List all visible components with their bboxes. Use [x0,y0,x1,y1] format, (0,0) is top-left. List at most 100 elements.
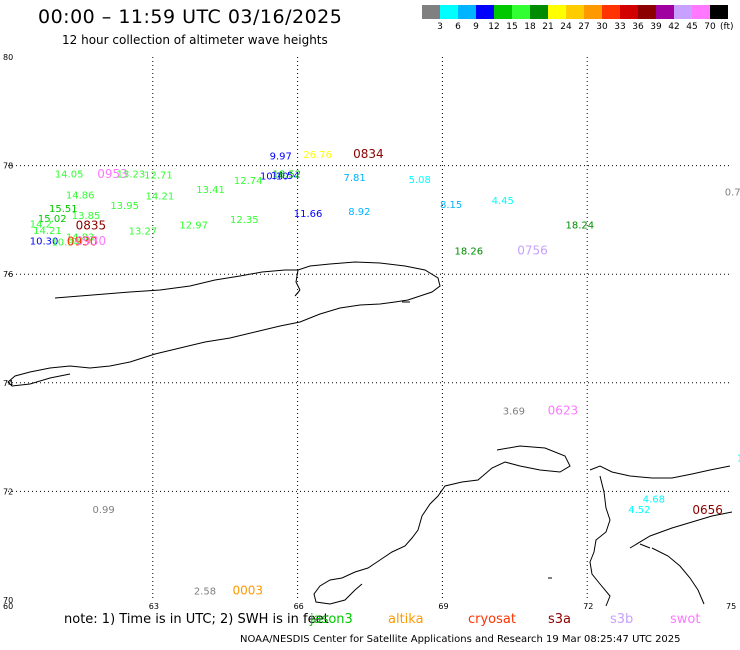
wave-height-label: 3.69 [503,406,525,417]
legend-label: 15 [506,22,518,32]
legend-label: 6 [455,22,461,32]
pass-time-label: 0834 [353,147,384,161]
pass-time-label: 0930 [67,234,98,248]
wave-height-label: 10.94 [51,237,80,248]
legend-swatch [548,5,566,19]
coastline-novaya-zemlya [7,261,441,387]
legend-label: 21 [542,22,554,32]
legend-label: 70 [704,22,716,32]
legend-swatch [638,5,656,19]
wave-height-label: 14.21 [33,226,62,237]
legend-label: 33 [614,22,626,32]
latitude-label: 80 [3,53,13,62]
wave-height-label: 10.30 [30,236,59,247]
wave-height-label: 5.08 [409,175,431,186]
legend-swatch [494,5,512,19]
legend-label: 9 [473,22,479,32]
latitude-label: 72 [3,487,13,496]
wave-height-label: 14.05 [55,170,84,181]
wave-height-label: 7.81 [343,173,365,184]
wave-height-label: 10.10 [260,172,289,183]
wave-height-label: 13.27 [129,227,158,238]
wave-height-label: 2.58 [194,587,216,598]
wave-height-label: 14.83 [66,233,95,244]
legend-swatch [656,5,674,19]
satellite-swot: swot [670,612,701,627]
wave-height-label: 9.97 [270,152,292,163]
legend-swatch [458,5,476,19]
legend-swatch [710,5,728,19]
wave-height-label: 13.41 [196,185,225,196]
wave-height-label: 14.86 [66,191,95,202]
satellite-jason3: jason3 [310,612,353,627]
legend-swatch [512,5,530,19]
wave-height-label: 18.52 [273,170,302,181]
note-text: note: 1) Time is in UTC; 2) SWH is in fe… [64,612,329,627]
wave-height-label: 13.23 [117,170,146,181]
page-title: 00:00 – 11:59 UTC 03/16/2025 [38,6,343,28]
longitude-label: 69 [438,602,448,611]
coastline-gulf-of-ob [589,465,731,607]
wave-height-label: 14.2 [30,220,52,231]
longitude-label: 66 [294,602,304,611]
pass-time-label: 0835 [76,219,107,233]
wave-height-label: 14.21 [146,191,175,202]
wave-height-label: 13.95 [110,201,139,212]
latitude-label: 78 [3,162,13,171]
wave-height-label: 0.76 [725,187,740,198]
wave-height-label: 12.71 [144,171,173,182]
wave-height-label: 8.15 [440,200,462,211]
wave-height-label: 4.68 [643,494,665,505]
wave-height-label: 12.97 [179,221,208,232]
legend-label: 30 [596,22,608,32]
legend-swatch [530,5,548,19]
pass-time-label: 0953 [97,167,128,181]
pass-time-label: 0656 [692,503,723,517]
legend-swatch [692,5,710,19]
wave-height-label: 18.24 [565,221,594,232]
footer-credit: NOAA/NESDIS Center for Satellite Applica… [240,634,681,645]
satellite-s3b: s3b [610,612,634,627]
pass-time-label: 0623 [548,403,579,417]
legend-label: 42 [668,22,680,32]
legend-swatch [584,5,602,19]
legend-swatch [620,5,638,19]
map-gridlines [8,57,732,600]
legend-unit: (ft) [720,22,734,32]
legend-label: 27 [578,22,590,32]
legend-label: 18 [524,22,536,32]
legend-label: 12 [488,22,500,32]
legend-swatch [422,5,440,19]
longitude-label: 72 [583,602,593,611]
legend-swatch [440,5,458,19]
legend-label: 24 [560,22,572,32]
wave-height-label: 12.35 [230,215,259,226]
wave-height-label: 0.99 [92,505,114,516]
longitude-label: 63 [149,602,159,611]
wave-height-label: 12.74 [234,176,263,187]
longitude-label: 60 [3,602,13,611]
legend-label: 3 [437,22,443,32]
legend-swatch [476,5,494,19]
wave-height-label: 26.76 [303,150,332,161]
wave-height-label: 18.26 [454,247,483,258]
coastline-mainland [313,445,571,605]
pass-time-label: 0003 [232,584,263,598]
coastline-east [629,511,733,605]
legend-label: 36 [632,22,644,32]
legend-swatch [566,5,584,19]
legend-swatch [602,5,620,19]
longitude-label: 75 [726,602,736,611]
wave-height-label: 1. [737,454,740,465]
wave-height-label: 13.85 [72,211,101,222]
wave-height-label: 4.52 [628,505,650,516]
wave-height-label: 4.45 [492,196,514,207]
wave-height-label: 15.51 [49,204,78,215]
page-subtitle: 12 hour collection of altimeter wave hei… [62,33,328,47]
latitude-label: 70 [3,596,13,605]
latitude-label: 74 [3,379,13,388]
satellite-s3a: s3a [548,612,572,627]
